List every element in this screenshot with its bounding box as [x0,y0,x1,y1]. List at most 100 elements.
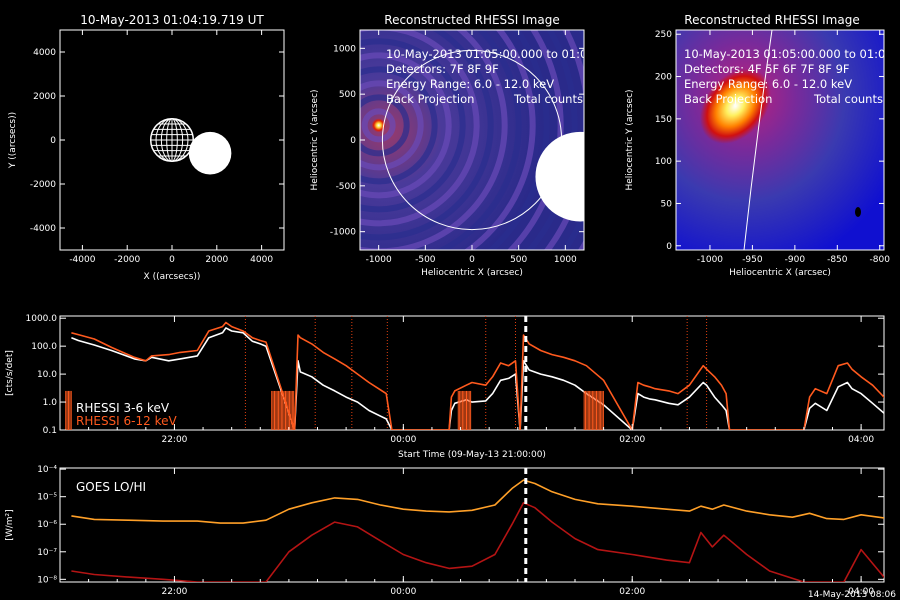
panel2-ytick-label: -500 [336,182,357,192]
lc2-xtick-label: 00:00 [390,587,416,597]
panel-orbit-view: 10-May-2013 01:04:19.719 UT -4000 -2000 0 2… [8,13,285,282]
sidelobe-ring [525,30,578,250]
dark-artifact [855,207,861,217]
panel2-annotation-detectors: Detectors: 7F 8F 9F [386,62,499,76]
panel2-ytick-label: -1000 [330,228,356,238]
panel3-annotation-energy: Energy Range: 6.0 - 12.0 keV [684,77,852,91]
panel3-ytick-label: 0 [666,242,672,252]
lc1-ytick-label: 100.0 [31,342,57,352]
solar-limb-arc [743,30,773,250]
lc2-title: GOES LO/HI [76,480,146,494]
hxr-source-zoom [699,68,771,144]
sidelobe-ring [360,30,494,241]
sidelobe-ring [360,80,424,171]
panel3-annotation-method: Back Projection [684,92,772,106]
lc1-ytick-label: 1000.0 [26,314,58,324]
lc1-xtick-label: 22:00 [161,435,187,445]
panel1-xtick-label: 4000 [250,255,273,265]
panel1-xlabel: X ((arcsecs)) [144,272,201,282]
lc1-ytick-label: 10.0 [37,370,57,380]
lc2-ytick-label: 10⁻⁵ [37,493,57,503]
sidelobe-ring [360,52,452,199]
panel-rhessi-image-zoom: Reconstructed RHESSI Image 10-May-2013 0… [625,13,900,278]
lc2-ylabel: [W/m²] [5,509,15,540]
panel1-xtick-label: -2000 [114,255,140,265]
lc1-xtick-label: 00:00 [390,435,416,445]
sidelobe-ring [463,30,536,250]
lc1-legend-6-12: RHESSI 6-12 keV [76,414,177,428]
occulting-disk [535,131,584,222]
lc1-ylabel: [cts/s/det] [5,350,15,396]
panel2-annotation-method: Back Projection [386,92,474,106]
panel2-annotation-time: 10-May-2013 01:05:00.000 to 01:06:00 [386,47,613,61]
panel1-ytick-label: -4000 [30,224,56,234]
panel2-xtick-label: -500 [415,255,436,265]
panel3-ytick-label: 250 [655,30,672,40]
panel1-ytick-label: 2000 [33,92,56,102]
sun-disk [188,131,232,175]
panel1-xtick-label: -4000 [69,255,95,265]
panel3-annotation-time: 10-May-2013 01:05:00.000 to 01:06:00 [684,47,900,61]
lc1-legend-3-6: RHESSI 3-6 keV [76,401,170,415]
panel3-annotation-detectors: Detectors: 4F 5F 6F 7F 8F 9F [684,62,850,76]
sidelobe-ring [486,30,550,250]
panel2-xlabel: Heliocentric X (arcsec) [421,268,523,278]
panel3-xtick-label: -800 [870,255,891,265]
panel2-xtick-label: 0 [469,255,475,265]
panel1-ytick-label: -2000 [30,180,56,190]
panel1-ytick-label: 4000 [33,48,56,58]
sidelobe-ring [360,30,480,227]
panel2-annotation-energy: Energy Range: 6.0 - 12.0 keV [386,77,554,91]
panel2-annotation-counts: Total counts: 2.69E+0 [513,92,640,106]
panel3-ytick-label: 100 [655,157,672,167]
lc1-ytick-label: 0.1 [43,426,57,436]
panel1-xtick-label: 2000 [205,255,228,265]
panel3-xtick-label: -1000 [697,255,723,265]
sidelobe-ring [360,38,466,213]
lc2-ytick-label: 10⁻⁴ [37,465,57,475]
sidelobe-ring [360,66,438,185]
panel2-ytick-label: 0 [350,136,356,146]
panel3-background [676,30,884,250]
lc1-frame [59,315,885,431]
panel3-frame [675,29,885,251]
lc2-ytick-label: 10⁻⁶ [37,520,57,530]
hxr-source [371,118,386,133]
lc1-xtick-label: 02:00 [619,435,645,445]
panel3-title: Reconstructed RHESSI Image [684,13,859,27]
panel3-xtick-label: -850 [827,255,848,265]
sidelobe-ring [361,108,396,143]
panel-goes-lightcurve: 22:00 00:00 02:00 04:00 10⁻⁸ 10⁻⁷ 10⁻⁶ 10⁻⁵ 10⁻⁴… [5,465,896,600]
lc2-series-b [71,502,884,582]
lc2-ytick-label: 10⁻⁷ [37,548,57,558]
panel3-xtick-label: -900 [785,255,806,265]
panel3-xlabel: Heliocentric X (arcsec) [729,268,831,278]
lc1-xtick-label: 04:00 [848,435,874,445]
lc1-xlabel: Start Time (09-May-13 21:00:00) [398,450,546,460]
panel1-ylabel: Y ((arcsecs)) [8,112,18,169]
panel3-xtick-label: -950 [742,255,763,265]
panel-rhessi-lightcurve: 22:00 00:00 02:00 04:00 0.1 1.0 10.0 100.0 1000.… [5,314,885,460]
panel2-ytick-label: 500 [339,90,356,100]
panel3-ytick-label: 50 [661,199,673,209]
sidelobe-ring [435,30,522,250]
lc2-footnote: 14-May-2013 08:06 [808,590,896,600]
panel3-ytick-label: 150 [655,115,672,125]
panel1-title: 10-May-2013 01:04:19.719 UT [80,13,264,27]
sidelobe-ring [360,30,508,250]
lc1-series-a [71,327,884,430]
lc2-ytick-label: 10⁻⁸ [37,575,57,585]
panel2-title: Reconstructed RHESSI Image [384,13,559,27]
panel3-annotation-counts: Total counts: [813,92,887,106]
panel2-xtick-label: 500 [510,255,527,265]
panel2-ylabel: Heliocentric Y (arcsec) [310,89,320,190]
lc2-xtick-label: 04:00 [848,587,874,597]
earth-globe [149,117,195,163]
panel-rhessi-image-full: Reconstructed RHESSI Image 10-May-2013 0… [310,13,640,278]
panel2-xtick-label: 1000 [554,255,577,265]
panel2-xtick-label: -1000 [366,255,392,265]
panel2-ytick-label: 1000 [333,44,356,54]
lc2-xtick-label: 22:00 [161,587,187,597]
lc1-ytick-label: 1.0 [43,398,58,408]
